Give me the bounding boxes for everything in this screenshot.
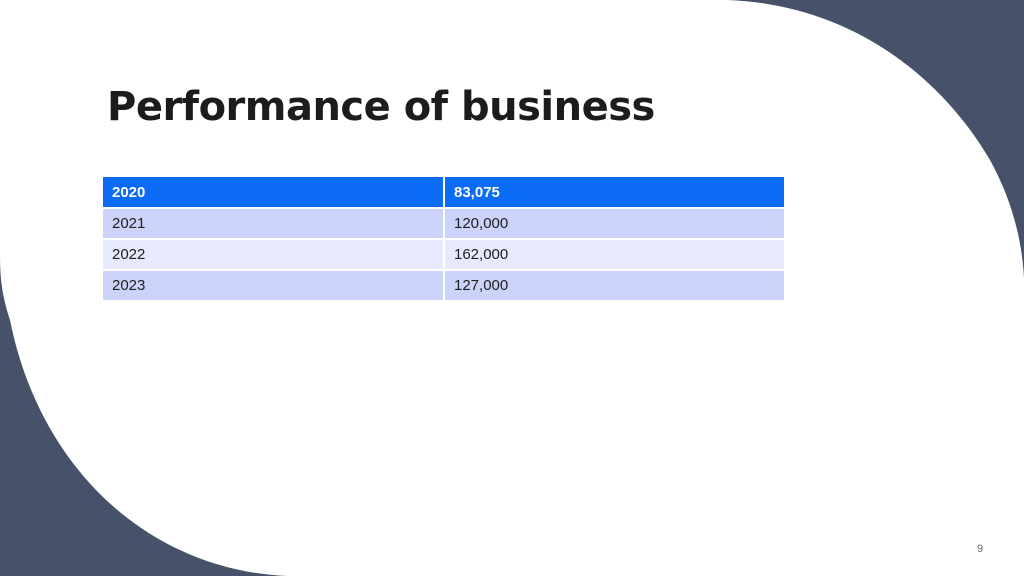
- table-row: 2022 162,000: [103, 239, 786, 271]
- table-row: 2023 127,000: [103, 270, 786, 302]
- business-performance-table: 2020 83,075 2021 120,000 2022 162,000 20…: [103, 177, 786, 302]
- table-row: 2021 120,000: [103, 208, 786, 240]
- value-cell: 162,000: [444, 239, 786, 271]
- year-cell: 2022: [103, 239, 445, 271]
- page-number: 9: [976, 543, 984, 555]
- value-cell: 127,000: [444, 270, 786, 302]
- value-cell: 120,000: [444, 208, 786, 240]
- year-cell: 2021: [103, 208, 445, 240]
- table-row: 2020 83,075: [103, 177, 786, 209]
- year-cell: 2020: [103, 177, 445, 209]
- year-cell: 2023: [103, 270, 445, 302]
- value-cell: 83,075: [444, 177, 786, 209]
- slide-title: Performance of business: [107, 84, 655, 130]
